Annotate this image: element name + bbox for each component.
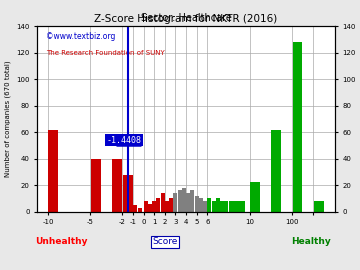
Text: Score: Score: [153, 237, 178, 247]
Text: Sector: Healthcare: Sector: Healthcare: [141, 13, 231, 23]
Bar: [174, 193, 177, 211]
Bar: [152, 201, 156, 211]
Bar: [233, 201, 237, 211]
Bar: [91, 159, 101, 211]
Bar: [237, 201, 241, 211]
Bar: [195, 196, 199, 211]
Bar: [133, 205, 137, 211]
Bar: [123, 174, 132, 211]
Bar: [169, 198, 173, 211]
Bar: [161, 193, 165, 211]
Bar: [250, 183, 260, 211]
Bar: [203, 201, 207, 211]
Bar: [224, 201, 228, 211]
Text: Unhealthy: Unhealthy: [35, 237, 87, 247]
Bar: [138, 208, 142, 211]
Bar: [144, 201, 148, 211]
Text: Healthy: Healthy: [291, 237, 331, 247]
Bar: [293, 42, 302, 211]
Bar: [242, 201, 245, 211]
Y-axis label: Number of companies (670 total): Number of companies (670 total): [4, 61, 11, 177]
Bar: [148, 204, 152, 211]
Bar: [212, 201, 216, 211]
Bar: [190, 190, 194, 211]
Bar: [178, 190, 181, 211]
Text: -1.4408: -1.4408: [107, 136, 141, 145]
Bar: [182, 188, 186, 211]
Bar: [271, 130, 281, 211]
Bar: [199, 198, 203, 211]
Bar: [157, 198, 160, 211]
Bar: [112, 159, 122, 211]
Text: The Research Foundation of SUNY: The Research Foundation of SUNY: [46, 50, 165, 56]
Bar: [48, 130, 58, 211]
Bar: [186, 193, 190, 211]
Bar: [314, 201, 324, 211]
Text: ©www.textbiz.org: ©www.textbiz.org: [46, 32, 116, 41]
Bar: [165, 201, 169, 211]
Bar: [216, 198, 220, 211]
Bar: [229, 201, 233, 211]
Bar: [220, 201, 224, 211]
Bar: [207, 198, 211, 211]
Title: Z-Score Histogram for NKTR (2016): Z-Score Histogram for NKTR (2016): [94, 14, 278, 24]
